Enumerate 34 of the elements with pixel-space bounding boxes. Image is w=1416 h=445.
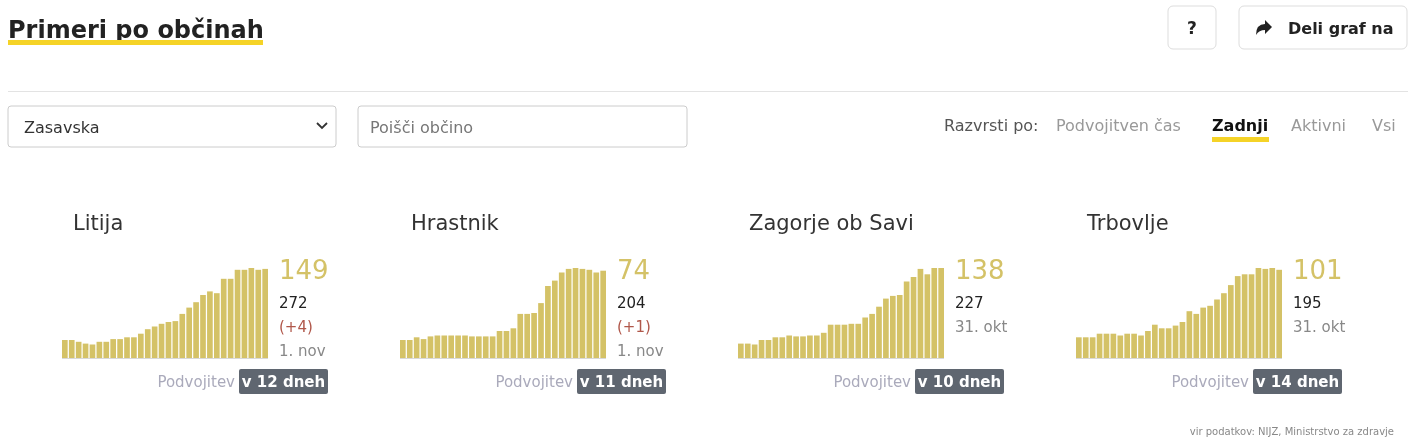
text: 195 bbox=[1293, 294, 1322, 312]
chart-title: Trbovlje bbox=[1086, 211, 1169, 235]
text: 227 bbox=[955, 294, 984, 312]
text: ? bbox=[1187, 18, 1197, 38]
text: Razvrsti po: bbox=[944, 116, 1039, 135]
text: 31. okt bbox=[1293, 318, 1346, 336]
text: Podvojitev bbox=[157, 373, 236, 391]
text: (+1) bbox=[617, 318, 651, 336]
text: 1. nov bbox=[279, 342, 326, 360]
text: 149 bbox=[279, 255, 329, 285]
chart-title: Litija bbox=[73, 211, 124, 235]
text: Poišči občino bbox=[370, 118, 474, 137]
text: 101 bbox=[1293, 255, 1343, 285]
text: 204 bbox=[617, 294, 646, 312]
text: 1. nov bbox=[617, 342, 664, 360]
text: 74 bbox=[617, 255, 651, 285]
text: (+4) bbox=[279, 318, 313, 336]
text: Podvojitev bbox=[1171, 373, 1250, 391]
text: 138 bbox=[955, 255, 1005, 285]
text: 31. okt bbox=[955, 318, 1008, 336]
text: Podvojitev bbox=[495, 373, 574, 391]
text: vir podatkov: NIJZ, Ministrstvo za zdravje bbox=[1189, 426, 1394, 437]
chart-title: Zagorje ob Savi bbox=[749, 211, 914, 235]
text: Deli graf na bbox=[1288, 19, 1394, 38]
text: Podvojitven čas bbox=[1056, 116, 1181, 135]
text: Vsi bbox=[1372, 116, 1396, 135]
text: Primeri po občinah bbox=[8, 16, 264, 44]
chart-title: Hrastnik bbox=[411, 211, 500, 235]
text: Zasavska bbox=[24, 118, 100, 137]
text: Aktivni bbox=[1291, 116, 1346, 135]
bar bbox=[427, 336, 434, 358]
text: Podvojitev bbox=[833, 373, 912, 391]
text: 272 bbox=[279, 294, 308, 312]
text: Zadnji bbox=[1212, 116, 1269, 135]
